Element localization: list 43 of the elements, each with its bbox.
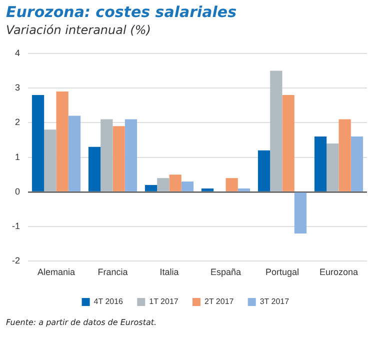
bar (282, 94, 294, 192)
source-note: Fuente: a partir de datos de Eurostat. (6, 318, 157, 327)
bar (157, 178, 170, 192)
bar (181, 182, 194, 192)
bar (68, 116, 81, 192)
chart-subtitle: Variación interanual (%) (6, 23, 151, 37)
bar (100, 119, 113, 192)
bar (270, 70, 282, 192)
bar (169, 174, 182, 192)
y-tick-label: 1 (14, 152, 20, 162)
x-tick-label: España (210, 267, 242, 278)
x-tick-label: Italia (160, 267, 179, 278)
x-tick-label: Francia (98, 267, 128, 278)
bar (326, 143, 339, 192)
bar (238, 188, 250, 192)
y-tick-label: 3 (14, 82, 20, 93)
bar (44, 130, 56, 192)
bar (314, 136, 327, 192)
x-tick-label: Eurozona (319, 267, 358, 278)
x-tick-label: Portugal (265, 267, 300, 278)
x-tick-label: Alemania (37, 267, 76, 278)
bar (294, 192, 307, 234)
legend-label: 4T 2016 (94, 297, 124, 306)
y-tick-label: -1 (12, 221, 20, 232)
legend-label: 3T 2017 (260, 297, 290, 306)
chart-title: Eurozona: costes salariales (6, 3, 237, 21)
y-tick-label: 4 (14, 48, 20, 58)
bar (201, 188, 214, 192)
y-tick-label: 0 (14, 186, 20, 196)
legend-label: 1T 2017 (149, 297, 179, 306)
bar (226, 178, 238, 192)
bar (88, 146, 101, 192)
y-tick-label: 2 (14, 117, 20, 128)
bar (124, 119, 138, 192)
legend-label: 2T 2017 (204, 297, 234, 306)
bar (56, 91, 68, 192)
bar (338, 119, 351, 192)
bar (112, 126, 125, 192)
bar (32, 94, 44, 192)
bar (258, 150, 270, 192)
bar (144, 185, 158, 192)
y-tick-label: -2 (12, 256, 20, 266)
bar (350, 136, 364, 192)
